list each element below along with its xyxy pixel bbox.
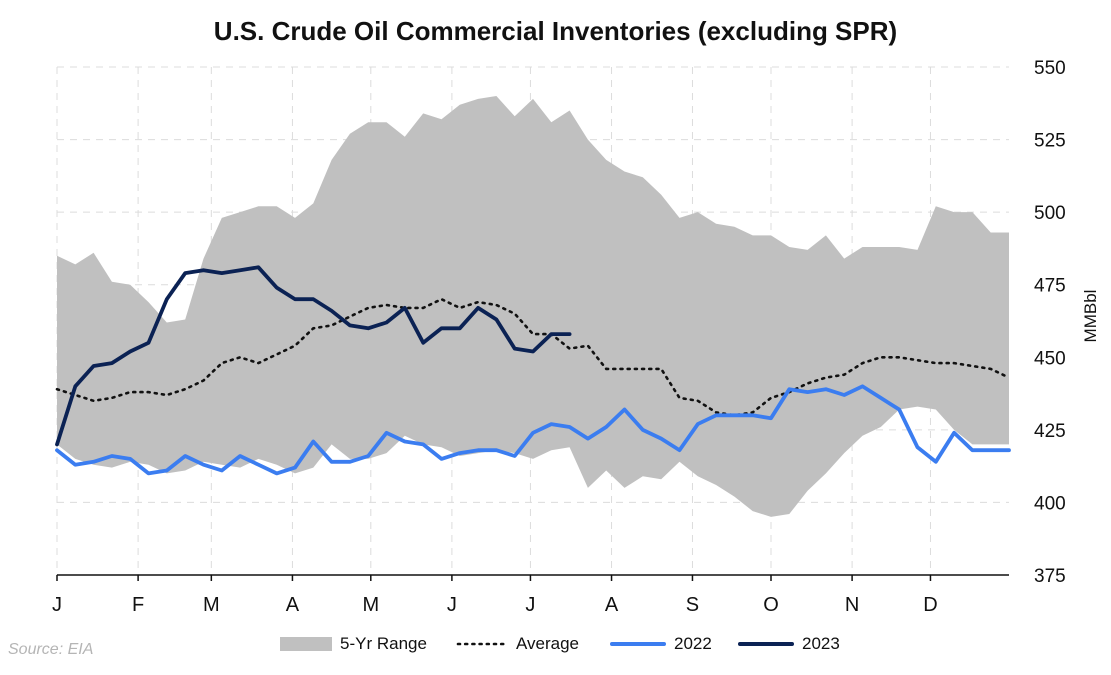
axis-layer: 375 400 425 450 475 500 525 550 J F M A M J J A S O N D — [52, 58, 1066, 616]
x-tick-label: D — [923, 594, 937, 616]
legend-average: Average — [456, 632, 579, 656]
y-tick-label: 550 — [1034, 58, 1066, 79]
y-tick-label: 425 — [1034, 421, 1066, 442]
series-line-2023 — [55, 265, 572, 447]
y-tick-label: 375 — [1034, 566, 1066, 587]
chart-title: U.S. Crude Oil Commercial Inventories (e… — [213, 16, 898, 46]
y-tick-label: 525 — [1034, 131, 1066, 152]
dotted-line-icon — [456, 642, 508, 646]
x-tick-label: N — [845, 594, 859, 616]
series-layer — [55, 265, 1011, 476]
legend-2023-label: 2023 — [802, 634, 840, 653]
legend-range: 5-Yr Range — [280, 632, 427, 656]
x-tick-label: F — [132, 594, 144, 616]
x-tick-label: A — [286, 594, 300, 616]
y-tick-label: 475 — [1034, 276, 1066, 297]
legend-2022-label: 2022 — [674, 634, 712, 653]
legend-2023: 2023 — [738, 632, 840, 656]
legend-2022: 2022 — [610, 632, 712, 656]
x-tick-label: J — [525, 594, 535, 616]
x-tick-label: J — [447, 594, 457, 616]
y-tick-label: 400 — [1034, 493, 1066, 514]
range-band — [57, 96, 1009, 517]
x-tick-label: O — [763, 594, 779, 616]
range-band-layer — [57, 96, 1009, 517]
blue-line-icon — [610, 642, 666, 646]
y-tick-label: 450 — [1034, 348, 1066, 369]
x-tick-label: M — [203, 594, 220, 616]
legend-range-label: 5-Yr Range — [340, 634, 427, 653]
series-line-2022 — [55, 384, 1011, 476]
average-line — [55, 297, 1011, 417]
y-tick-label: 500 — [1034, 203, 1066, 224]
legend-average-label: Average — [516, 634, 580, 653]
navy-line-icon — [738, 642, 794, 646]
x-tick-label: M — [362, 594, 379, 616]
x-tick-label: J — [52, 594, 62, 616]
x-tick-label: A — [605, 594, 619, 616]
source-note: Source: EIA — [8, 641, 94, 658]
x-tick-label: S — [686, 594, 699, 616]
y-axis-label: MMBbl — [1081, 290, 1100, 343]
range-swatch-icon — [280, 637, 332, 651]
